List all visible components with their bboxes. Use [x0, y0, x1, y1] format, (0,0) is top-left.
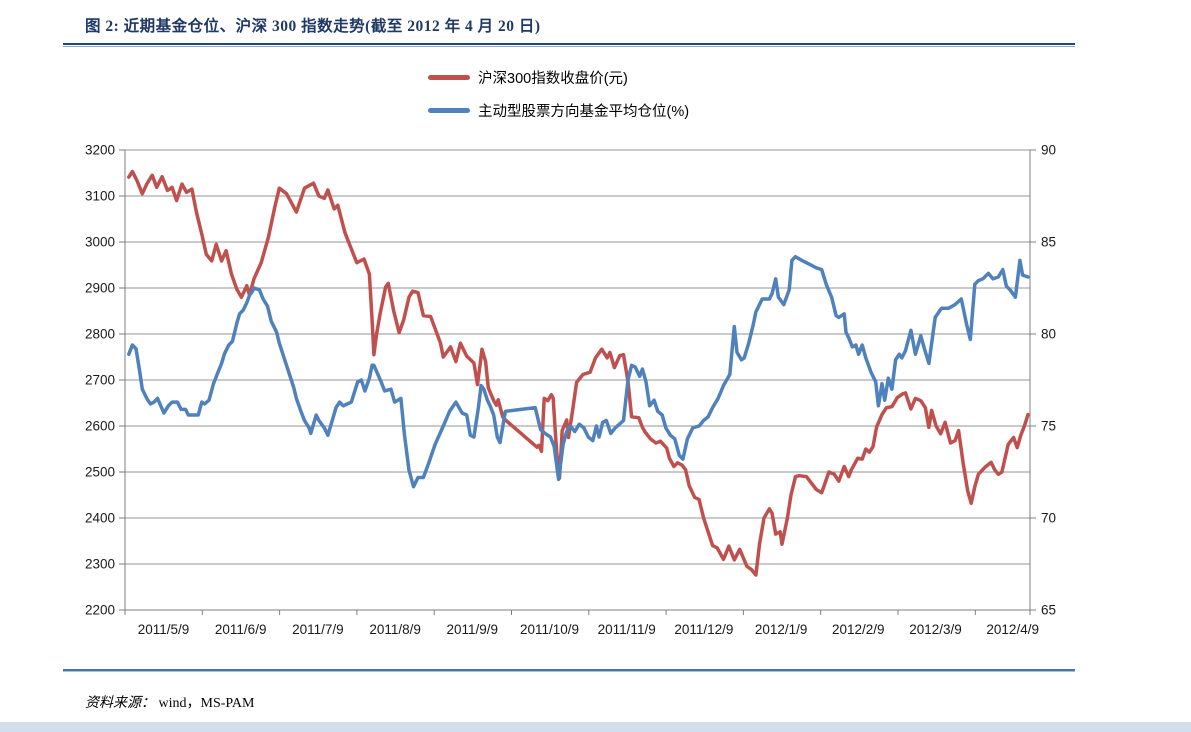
bottom-accent-bar — [0, 722, 1191, 732]
csi300-line-swatch — [428, 74, 470, 80]
svg-text:70: 70 — [1041, 511, 1056, 526]
svg-text:2012/2/9: 2012/2/9 — [832, 622, 885, 637]
svg-text:2012/3/9: 2012/3/9 — [909, 622, 962, 637]
svg-text:2011/11/9: 2011/11/9 — [598, 622, 656, 637]
svg-text:2500: 2500 — [85, 465, 115, 480]
svg-text:2011/6/9: 2011/6/9 — [215, 622, 267, 637]
fund-position-line-swatch — [428, 107, 470, 113]
svg-text:2011/5/9: 2011/5/9 — [138, 622, 190, 637]
legend-label-csi300: 沪深300指数收盘价(元) — [478, 70, 628, 87]
svg-text:75: 75 — [1041, 419, 1056, 434]
svg-text:2011/9/9: 2011/9/9 — [447, 622, 499, 637]
legend-label-fund-position: 主动型股票方向基金平均仓位(%) — [478, 103, 690, 120]
source-value: wind，MS-PAM — [158, 696, 255, 711]
svg-text:85: 85 — [1041, 235, 1056, 250]
svg-text:2012/4/9: 2012/4/9 — [986, 622, 1039, 637]
svg-text:2300: 2300 — [85, 557, 115, 572]
svg-text:2600: 2600 — [85, 419, 115, 434]
figure-title: 图 2: 近期基金仓位、沪深 300 指数走势(截至 2012 年 4 月 20… — [85, 18, 541, 35]
svg-text:3000: 3000 — [85, 235, 115, 250]
footer-divider — [63, 669, 1075, 672]
source-note: 资料来源： wind，MS-PAM — [85, 692, 254, 712]
svg-text:2800: 2800 — [85, 327, 115, 342]
title-divider — [63, 43, 1075, 47]
svg-text:2900: 2900 — [85, 281, 115, 296]
svg-text:2700: 2700 — [85, 373, 115, 388]
svg-text:80: 80 — [1041, 327, 1056, 342]
svg-text:2200: 2200 — [85, 603, 115, 618]
svg-text:65: 65 — [1041, 603, 1056, 618]
svg-text:2012/1/9: 2012/1/9 — [755, 622, 808, 637]
legend-item-csi300: 沪深300指数收盘价(元) — [428, 68, 689, 87]
svg-text:3100: 3100 — [85, 189, 115, 204]
chart-legend: 沪深300指数收盘价(元) 主动型股票方向基金平均仓位(%) — [428, 68, 689, 134]
svg-text:2400: 2400 — [85, 511, 115, 526]
svg-text:2011/8/9: 2011/8/9 — [369, 622, 421, 637]
svg-text:2011/12/9: 2011/12/9 — [674, 622, 733, 637]
svg-text:2011/10/9: 2011/10/9 — [520, 622, 579, 637]
source-label: 资料来源： — [85, 696, 155, 711]
svg-text:2011/7/9: 2011/7/9 — [292, 622, 344, 637]
svg-text:90: 90 — [1041, 143, 1056, 158]
legend-item-fund-position: 主动型股票方向基金平均仓位(%) — [428, 101, 690, 120]
svg-text:3200: 3200 — [85, 143, 115, 158]
